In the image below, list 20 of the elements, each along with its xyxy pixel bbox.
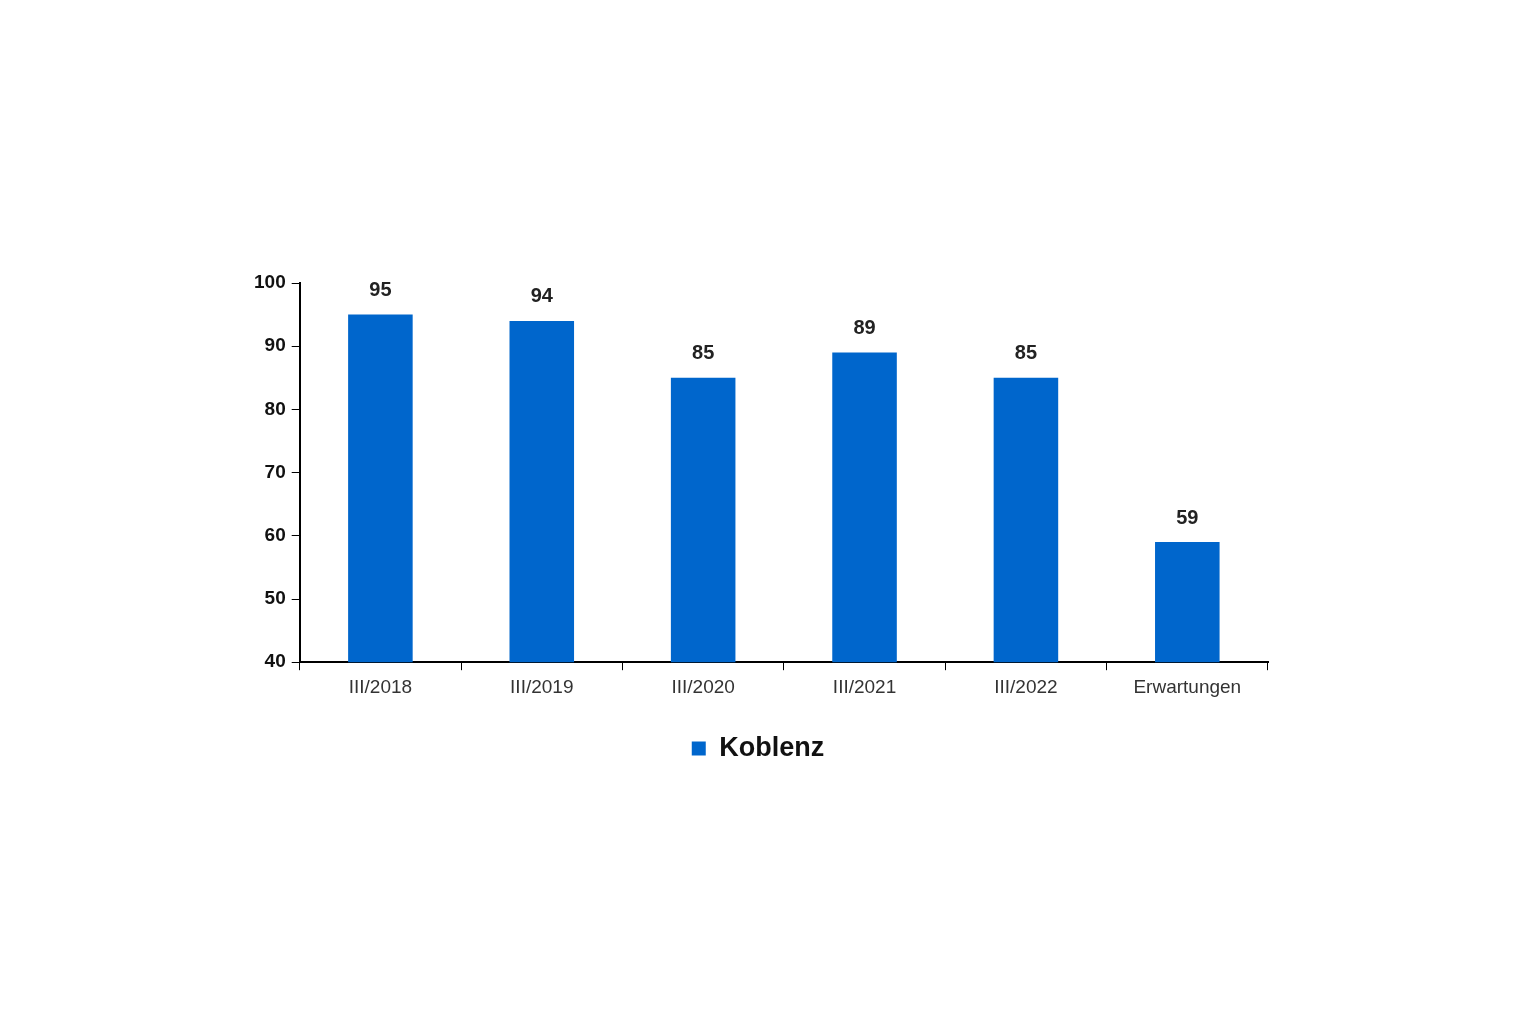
y-tick-label: 60 (264, 524, 286, 546)
x-tick-label: III/2018 (348, 675, 413, 697)
data-label: 59 (1176, 505, 1199, 528)
x-tick-label: III/2021 (832, 675, 897, 697)
x-tick-label: Erwartungen (1133, 675, 1242, 697)
x-tick-label: III/2022 (994, 675, 1058, 697)
x-tick-label: III/2019 (510, 675, 574, 697)
data-label: 89 (853, 316, 876, 339)
y-tick-label: 80 (264, 397, 286, 419)
data-label: 94 (530, 284, 554, 307)
y-tick-label: 50 (264, 587, 286, 609)
data-label: 85 (692, 341, 715, 364)
x-tick-label: III/2020 (671, 675, 735, 697)
y-tick-label: 70 (264, 460, 286, 482)
y-tick-label: 40 (264, 650, 286, 672)
y-tick-label: 100 (254, 271, 286, 293)
data-label: 85 (1014, 341, 1038, 364)
legend-label: Koblenz (719, 731, 825, 762)
y-tick-label: 90 (264, 334, 286, 356)
data-label: 95 (369, 278, 392, 301)
